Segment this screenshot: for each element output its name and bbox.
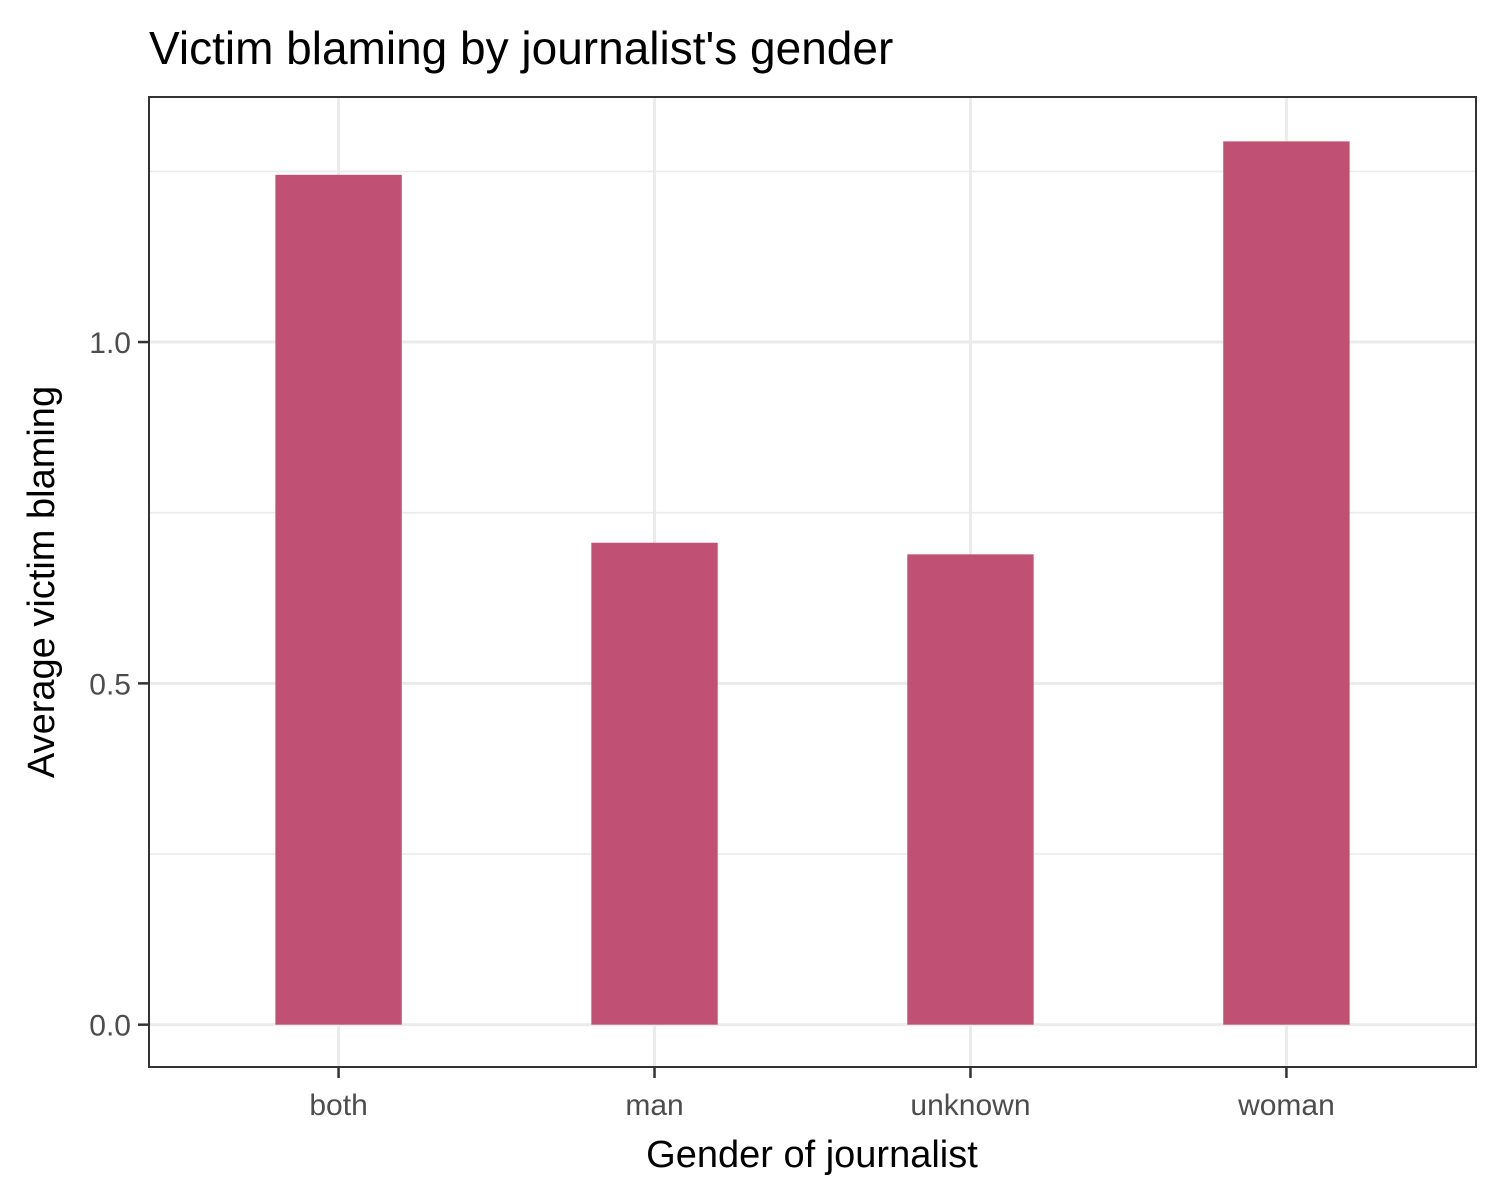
y-tick-label: 0.5 — [89, 668, 131, 701]
x-tick-label-unknown: unknown — [910, 1089, 1030, 1122]
bar-man — [591, 542, 718, 1025]
y-tick-label: 1.0 — [89, 327, 131, 360]
bar-both — [275, 174, 402, 1025]
x-tick-label-man: man — [625, 1089, 683, 1122]
axes: 0.0 0.5 1.0 both man unknown woman — [89, 327, 1335, 1122]
bar-woman — [1223, 141, 1350, 1025]
x-tick-label-woman: woman — [1237, 1089, 1335, 1122]
chart-title: Victim blaming by journalist's gender — [149, 22, 893, 74]
bar-unknown — [907, 554, 1034, 1025]
y-tick-label: 0.0 — [89, 1010, 131, 1043]
x-axis-title: Gender of journalist — [646, 1134, 978, 1176]
y-axis-title: Average victim blaming — [21, 386, 63, 778]
bars — [275, 141, 1350, 1025]
panel-border — [148, 96, 1477, 1068]
x-tick-label-both: both — [309, 1089, 367, 1122]
